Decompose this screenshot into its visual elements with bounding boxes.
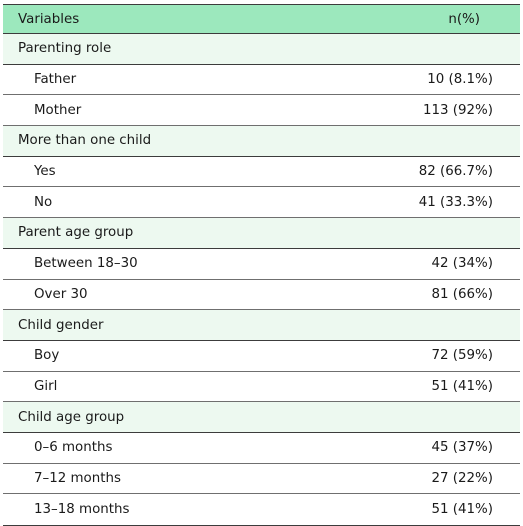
group-row: Parent age group xyxy=(3,218,520,249)
row-label: 0–6 months xyxy=(34,440,113,456)
group-row: Child gender xyxy=(3,310,520,341)
group-label: More than one child xyxy=(18,133,152,149)
row-value: 42 (34%) xyxy=(431,256,493,272)
row-label: 13–18 months xyxy=(34,502,130,518)
demographics-table: Variables n(%) Parenting role Father 10 … xyxy=(3,4,520,526)
table-row: Over 30 81 (66%) xyxy=(3,279,520,311)
table-row: Yes 82 (66.7%) xyxy=(3,156,520,188)
table-row: Father 10 (8.1%) xyxy=(3,64,520,96)
table-row: Between 18–30 42 (34%) xyxy=(3,248,520,280)
group-label: Child age group xyxy=(18,409,125,425)
table-row: No 41 (33.3%) xyxy=(3,187,520,219)
table-row: Boy 72 (59%) xyxy=(3,340,520,372)
group-label: Child gender xyxy=(18,317,104,333)
row-label: Mother xyxy=(34,102,82,118)
group-label: Parenting role xyxy=(18,41,112,57)
header-variables: Variables xyxy=(18,11,80,27)
row-label: Girl xyxy=(34,378,58,394)
group-row: More than one child xyxy=(3,126,520,157)
row-label: Over 30 xyxy=(34,286,88,302)
group-row: Parenting role xyxy=(3,34,520,65)
row-value: 27 (22%) xyxy=(431,470,493,486)
group-row: Child age group xyxy=(3,402,520,433)
row-value: 81 (66%) xyxy=(431,286,493,302)
row-value: 82 (66.7%) xyxy=(418,164,493,180)
row-value: 113 (92%) xyxy=(422,102,493,118)
row-value: 41 (33.3%) xyxy=(418,194,493,210)
row-label: Father xyxy=(34,72,77,88)
row-label: Boy xyxy=(34,348,60,364)
table-row: Mother 113 (92%) xyxy=(3,95,520,127)
header-value: n(%) xyxy=(448,11,480,27)
table-row: 13–18 months 51 (41%) xyxy=(3,494,520,525)
table-row: 0–6 months 45 (37%) xyxy=(3,432,520,464)
table-header-row: Variables n(%) xyxy=(3,5,520,34)
row-value: 45 (37%) xyxy=(431,440,493,456)
row-value: 51 (41%) xyxy=(431,378,493,394)
row-label: No xyxy=(34,194,53,210)
row-label: Between 18–30 xyxy=(34,256,138,272)
table-row: Girl 51 (41%) xyxy=(3,371,520,403)
group-label: Parent age group xyxy=(18,225,134,241)
row-value: 51 (41%) xyxy=(431,502,493,518)
row-value: 72 (59%) xyxy=(431,348,493,364)
row-value: 10 (8.1%) xyxy=(427,72,493,88)
table-row: 7–12 months 27 (22%) xyxy=(3,463,520,495)
row-label: Yes xyxy=(34,164,56,180)
row-label: 7–12 months xyxy=(34,470,121,486)
